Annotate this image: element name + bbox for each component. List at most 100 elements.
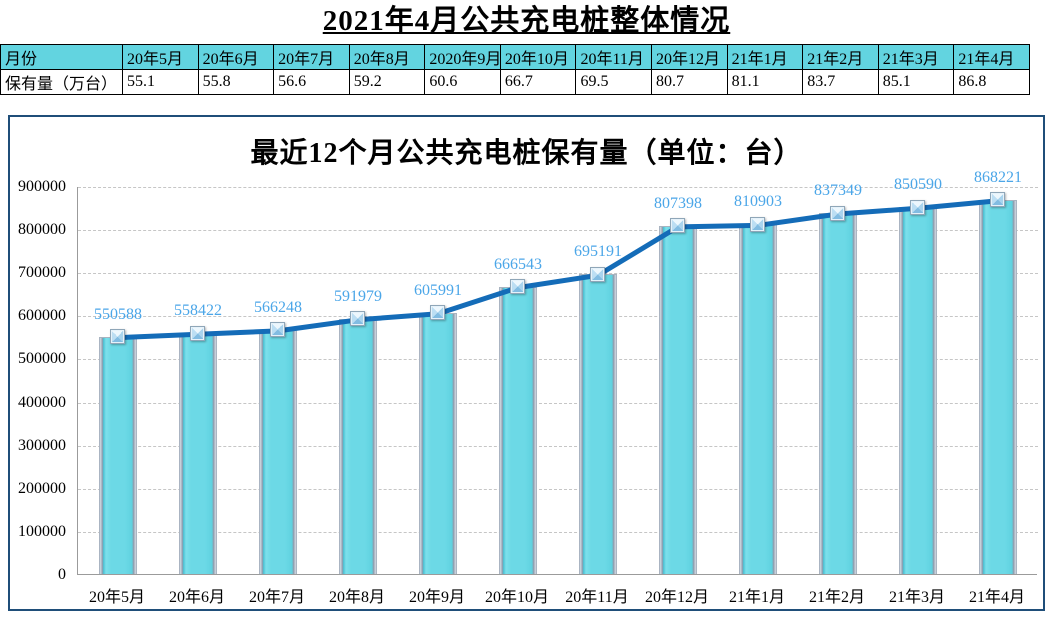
y-axis-tick-label: 300000 (18, 436, 66, 454)
table-value-row: 保有量（万台） 55.1 55.8 56.6 59.2 60.6 66.7 69.5 80.7… (0, 69, 1030, 95)
table-month-cell: 21年2月 (802, 44, 879, 70)
table-header-row-label: 月份 (0, 44, 123, 70)
summary-table: 月份 20年5月 20年6月 20年7月 20年8月 2020年9月 20年10月 20年1… (0, 44, 1030, 95)
table-value-cell: 59.2 (348, 69, 426, 95)
data-point-marker (989, 192, 1005, 208)
table-month-cell: 21年3月 (877, 44, 955, 70)
gridline (78, 402, 1038, 404)
table-month-cell: 20年12月 (651, 44, 728, 70)
x-axis-tick-label: 20年11月 (565, 589, 629, 606)
chart-panel: 最近12个月公共充电桩保有量（单位：台） 550588 558422 566248 5… (8, 115, 1045, 611)
table-month-cell: 21年4月 (953, 44, 1030, 70)
data-point-label: 837349 (814, 182, 862, 200)
bar (419, 312, 457, 574)
bar (339, 318, 377, 574)
y-axis-tick-label: 600000 (18, 307, 66, 325)
bar (819, 213, 857, 574)
data-point-marker (749, 216, 765, 232)
table-month-cell: 20年8月 (348, 44, 426, 70)
trend-line-path (117, 198, 999, 341)
table-month-cell: 2020年9月 (424, 44, 501, 70)
table-value-cell: 55.1 (122, 69, 199, 95)
y-axis-tick-label: 100000 (18, 522, 66, 540)
data-point-marker (109, 329, 125, 345)
y-axis-tick-label: 400000 (18, 393, 66, 411)
data-point-marker (909, 199, 925, 215)
data-point-label: 605991 (414, 281, 462, 299)
data-point-marker (829, 205, 845, 221)
table-value-cell: 86.8 (953, 69, 1030, 95)
table-value-cell: 80.7 (651, 69, 728, 95)
plot-area: 550588 558422 566248 591979 605991 666543 6951… (77, 169, 1038, 575)
data-point-marker (349, 311, 365, 327)
x-axis-tick-label: 20年6月 (168, 589, 225, 606)
x-axis-tick-label: 20年5月 (88, 589, 145, 606)
table-header-row: 月份 20年5月 20年6月 20年7月 20年8月 2020年9月 20年10月 20年1… (0, 44, 1030, 70)
data-point-label: 566248 (254, 298, 302, 316)
x-axis-tick-label: 20年8月 (328, 589, 385, 606)
x-axis-tick-label: 21年3月 (888, 589, 945, 606)
x-axis-tick-label: 20年7月 (248, 589, 305, 606)
bar (659, 225, 697, 574)
gridline (78, 488, 1038, 490)
x-axis-tick-label: 20年9月 (408, 589, 465, 606)
y-axis-tick-label: 0 (58, 566, 66, 583)
page: 2021年4月公共充电桩整体情况 月份 20年5月 20年6月 20年7月 20年8月… (0, 4, 1053, 611)
data-point-label: 850590 (894, 176, 942, 194)
data-point-label: 810903 (734, 193, 782, 211)
table-value-cell: 85.1 (877, 69, 955, 95)
chart-title: 最近12个月公共充电桩保有量（单位：台） (250, 138, 803, 169)
table-value-cell: 56.6 (273, 69, 350, 95)
table-value-cell: 83.7 (802, 69, 879, 95)
table-value-cell: 69.5 (575, 69, 653, 95)
gridline (78, 316, 1038, 318)
table-month-cell: 20年6月 (197, 44, 275, 70)
table-month-cell: 20年7月 (273, 44, 350, 70)
y-axis-tick-label: 700000 (18, 264, 66, 282)
gridline (78, 445, 1038, 447)
data-point-marker (269, 322, 285, 338)
table-month-cell: 20年11月 (575, 44, 653, 70)
bar (899, 207, 937, 574)
data-point-label: 695191 (574, 243, 622, 261)
x-axis-tick-label: 20年12月 (644, 589, 709, 606)
data-point-marker (189, 325, 205, 341)
y-axis-tick-label: 500000 (18, 350, 66, 368)
y-axis-tick-label: 800000 (18, 221, 66, 239)
bar (979, 199, 1017, 574)
bar (179, 333, 217, 574)
y-axis-tick-label: 900000 (18, 178, 66, 195)
gridline (78, 230, 1038, 232)
data-point-label: 666543 (494, 255, 542, 273)
table-month-cell: 21年1月 (726, 44, 804, 70)
data-point-marker (669, 218, 685, 234)
bar (739, 224, 777, 574)
table-value-cell: 60.6 (424, 69, 501, 95)
bar (259, 329, 297, 574)
table-month-cell: 20年10月 (499, 44, 577, 70)
table-value-row-label: 保有量（万台） (0, 69, 123, 95)
y-axis-tick-label: 200000 (18, 479, 66, 497)
trend-line (117, 198, 999, 341)
gridline (78, 187, 1038, 188)
data-point-marker (429, 305, 445, 321)
data-point-label: 550588 (94, 305, 142, 323)
x-axis-tick-label: 21年4月 (968, 589, 1025, 606)
x-axis-tick-label: 20年10月 (484, 589, 549, 606)
table-month-cell: 20年5月 (122, 44, 199, 70)
data-point-label: 558422 (174, 302, 222, 320)
data-point-label: 868221 (974, 168, 1022, 186)
bar (579, 274, 617, 574)
x-axis-tick-label: 21年1月 (728, 589, 785, 606)
gridline (78, 359, 1038, 361)
gridline (78, 273, 1038, 275)
x-axis-tick-label: 21年2月 (808, 589, 865, 606)
table-value-cell: 66.7 (499, 69, 577, 95)
data-point-label: 807398 (654, 194, 702, 212)
data-point-label: 591979 (334, 287, 382, 305)
gridline (78, 531, 1038, 533)
table-value-cell: 55.8 (197, 69, 275, 95)
table-value-cell: 81.1 (726, 69, 804, 95)
page-title: 2021年4月公共充电桩整体情况 (322, 5, 731, 37)
bar (99, 336, 137, 574)
